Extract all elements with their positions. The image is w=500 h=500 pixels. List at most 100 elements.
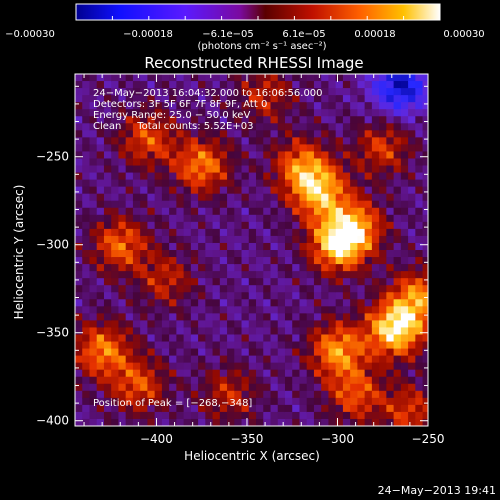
heatmap-cell <box>400 123 409 132</box>
heatmap-cell <box>386 165 395 174</box>
heatmap-cell <box>400 376 409 385</box>
heatmap-cell <box>422 109 428 117</box>
heatmap-cell <box>125 383 134 392</box>
heatmap-cell <box>313 172 322 181</box>
heatmap-cell <box>321 369 329 378</box>
heatmap-cell <box>248 376 257 385</box>
heatmap-cell <box>270 207 279 216</box>
heatmap-cell <box>75 376 83 385</box>
heatmap-cell <box>408 144 416 153</box>
heatmap-cell <box>350 327 358 336</box>
heatmap-cell <box>422 179 428 188</box>
heatmap-cell <box>364 109 373 117</box>
heatmap-cell <box>219 214 228 223</box>
heatmap-cell <box>415 144 424 153</box>
heatmap-cell <box>306 334 315 343</box>
heatmap-cell <box>270 271 279 279</box>
heatmap-cell <box>147 278 156 286</box>
heatmap-cell <box>190 397 199 406</box>
heatmap-cell <box>183 172 192 181</box>
heatmap-cell <box>306 95 315 103</box>
colorbar-tick-label: −0.00030 <box>5 29 55 40</box>
heatmap-cell <box>321 186 329 195</box>
heatmap-cell <box>154 116 163 125</box>
heatmap-cell <box>350 369 358 378</box>
heatmap-cell <box>357 250 366 258</box>
heatmap-cell <box>161 306 170 315</box>
heatmap-cell <box>161 313 170 322</box>
heatmap-cell <box>313 376 322 385</box>
heatmap-cell <box>292 334 301 343</box>
heatmap-cell <box>103 130 112 139</box>
heatmap-cell <box>422 207 428 216</box>
heatmap-cell <box>313 285 322 293</box>
heatmap-cell <box>335 95 344 103</box>
heatmap-cell <box>379 355 387 364</box>
heatmap-cell <box>111 116 120 125</box>
heatmap-cell <box>176 137 185 146</box>
heatmap-cell <box>169 292 177 301</box>
heatmap-cell <box>161 327 170 336</box>
heatmap-cell <box>147 376 156 385</box>
heatmap-cell <box>205 186 214 195</box>
heatmap-cell <box>277 172 286 181</box>
heatmap-cell <box>75 130 83 139</box>
heatmap-cell <box>400 109 409 117</box>
heatmap-cell <box>169 390 177 399</box>
heatmap-cell <box>335 390 344 399</box>
heatmap-cell <box>400 306 409 315</box>
heatmap-cell <box>306 137 315 146</box>
heatmap-cell <box>219 348 228 357</box>
heatmap-cell <box>270 390 279 399</box>
heatmap-cell <box>169 221 177 230</box>
heatmap-cell <box>212 81 221 89</box>
heatmap-cell <box>379 383 387 392</box>
heatmap-cell <box>393 235 402 244</box>
heatmap-cell <box>111 264 120 272</box>
heatmap-cell <box>328 390 337 399</box>
heatmap-cell <box>241 376 250 385</box>
heatmap-cell <box>408 158 416 167</box>
heatmap-cell <box>205 172 214 181</box>
heatmap-cell <box>371 95 380 103</box>
heatmap-cell <box>371 165 380 174</box>
heatmap-cell <box>125 102 134 110</box>
heatmap-cell <box>234 214 243 223</box>
heatmap-cell <box>212 341 221 350</box>
heatmap-cell <box>335 151 344 160</box>
heatmap-cell <box>408 250 416 258</box>
heatmap-cell <box>342 228 351 237</box>
heatmap-cell <box>241 207 250 216</box>
heatmap-cell <box>234 383 243 392</box>
heatmap-cell <box>256 151 264 160</box>
heatmap-cell <box>227 95 235 103</box>
heatmap-cell <box>89 341 98 350</box>
heatmap-cell <box>111 242 120 251</box>
heatmap-cell <box>161 158 170 167</box>
heatmap-cell <box>118 355 127 364</box>
heatmap-cell <box>140 214 148 223</box>
heatmap-cell <box>386 348 395 357</box>
heatmap-cell <box>342 214 351 223</box>
heatmap-cell <box>154 109 163 117</box>
heatmap-cell <box>422 102 428 110</box>
heatmap-cell <box>284 313 293 322</box>
heatmap-cell <box>313 186 322 195</box>
heatmap-cell <box>227 355 235 364</box>
annotation-energy: Energy Range: 25.0 − 50.0 keV <box>93 110 250 121</box>
heatmap-cell <box>132 362 141 371</box>
heatmap-cell <box>263 411 272 420</box>
heatmap-cell <box>364 214 373 223</box>
heatmap-cell <box>400 362 409 371</box>
heatmap-cell <box>335 250 344 258</box>
heatmap-cell <box>292 285 301 293</box>
heatmap-cell <box>111 235 120 244</box>
colorbar-tick-label: −0.00018 <box>123 29 173 40</box>
heatmap-cell <box>321 320 329 329</box>
heatmap-cell <box>234 264 243 272</box>
heatmap-cell <box>103 411 112 420</box>
heatmap-cell <box>357 242 366 251</box>
heatmap-cell <box>183 362 192 371</box>
heatmap-cell <box>125 264 134 272</box>
heatmap-cell <box>96 362 105 371</box>
